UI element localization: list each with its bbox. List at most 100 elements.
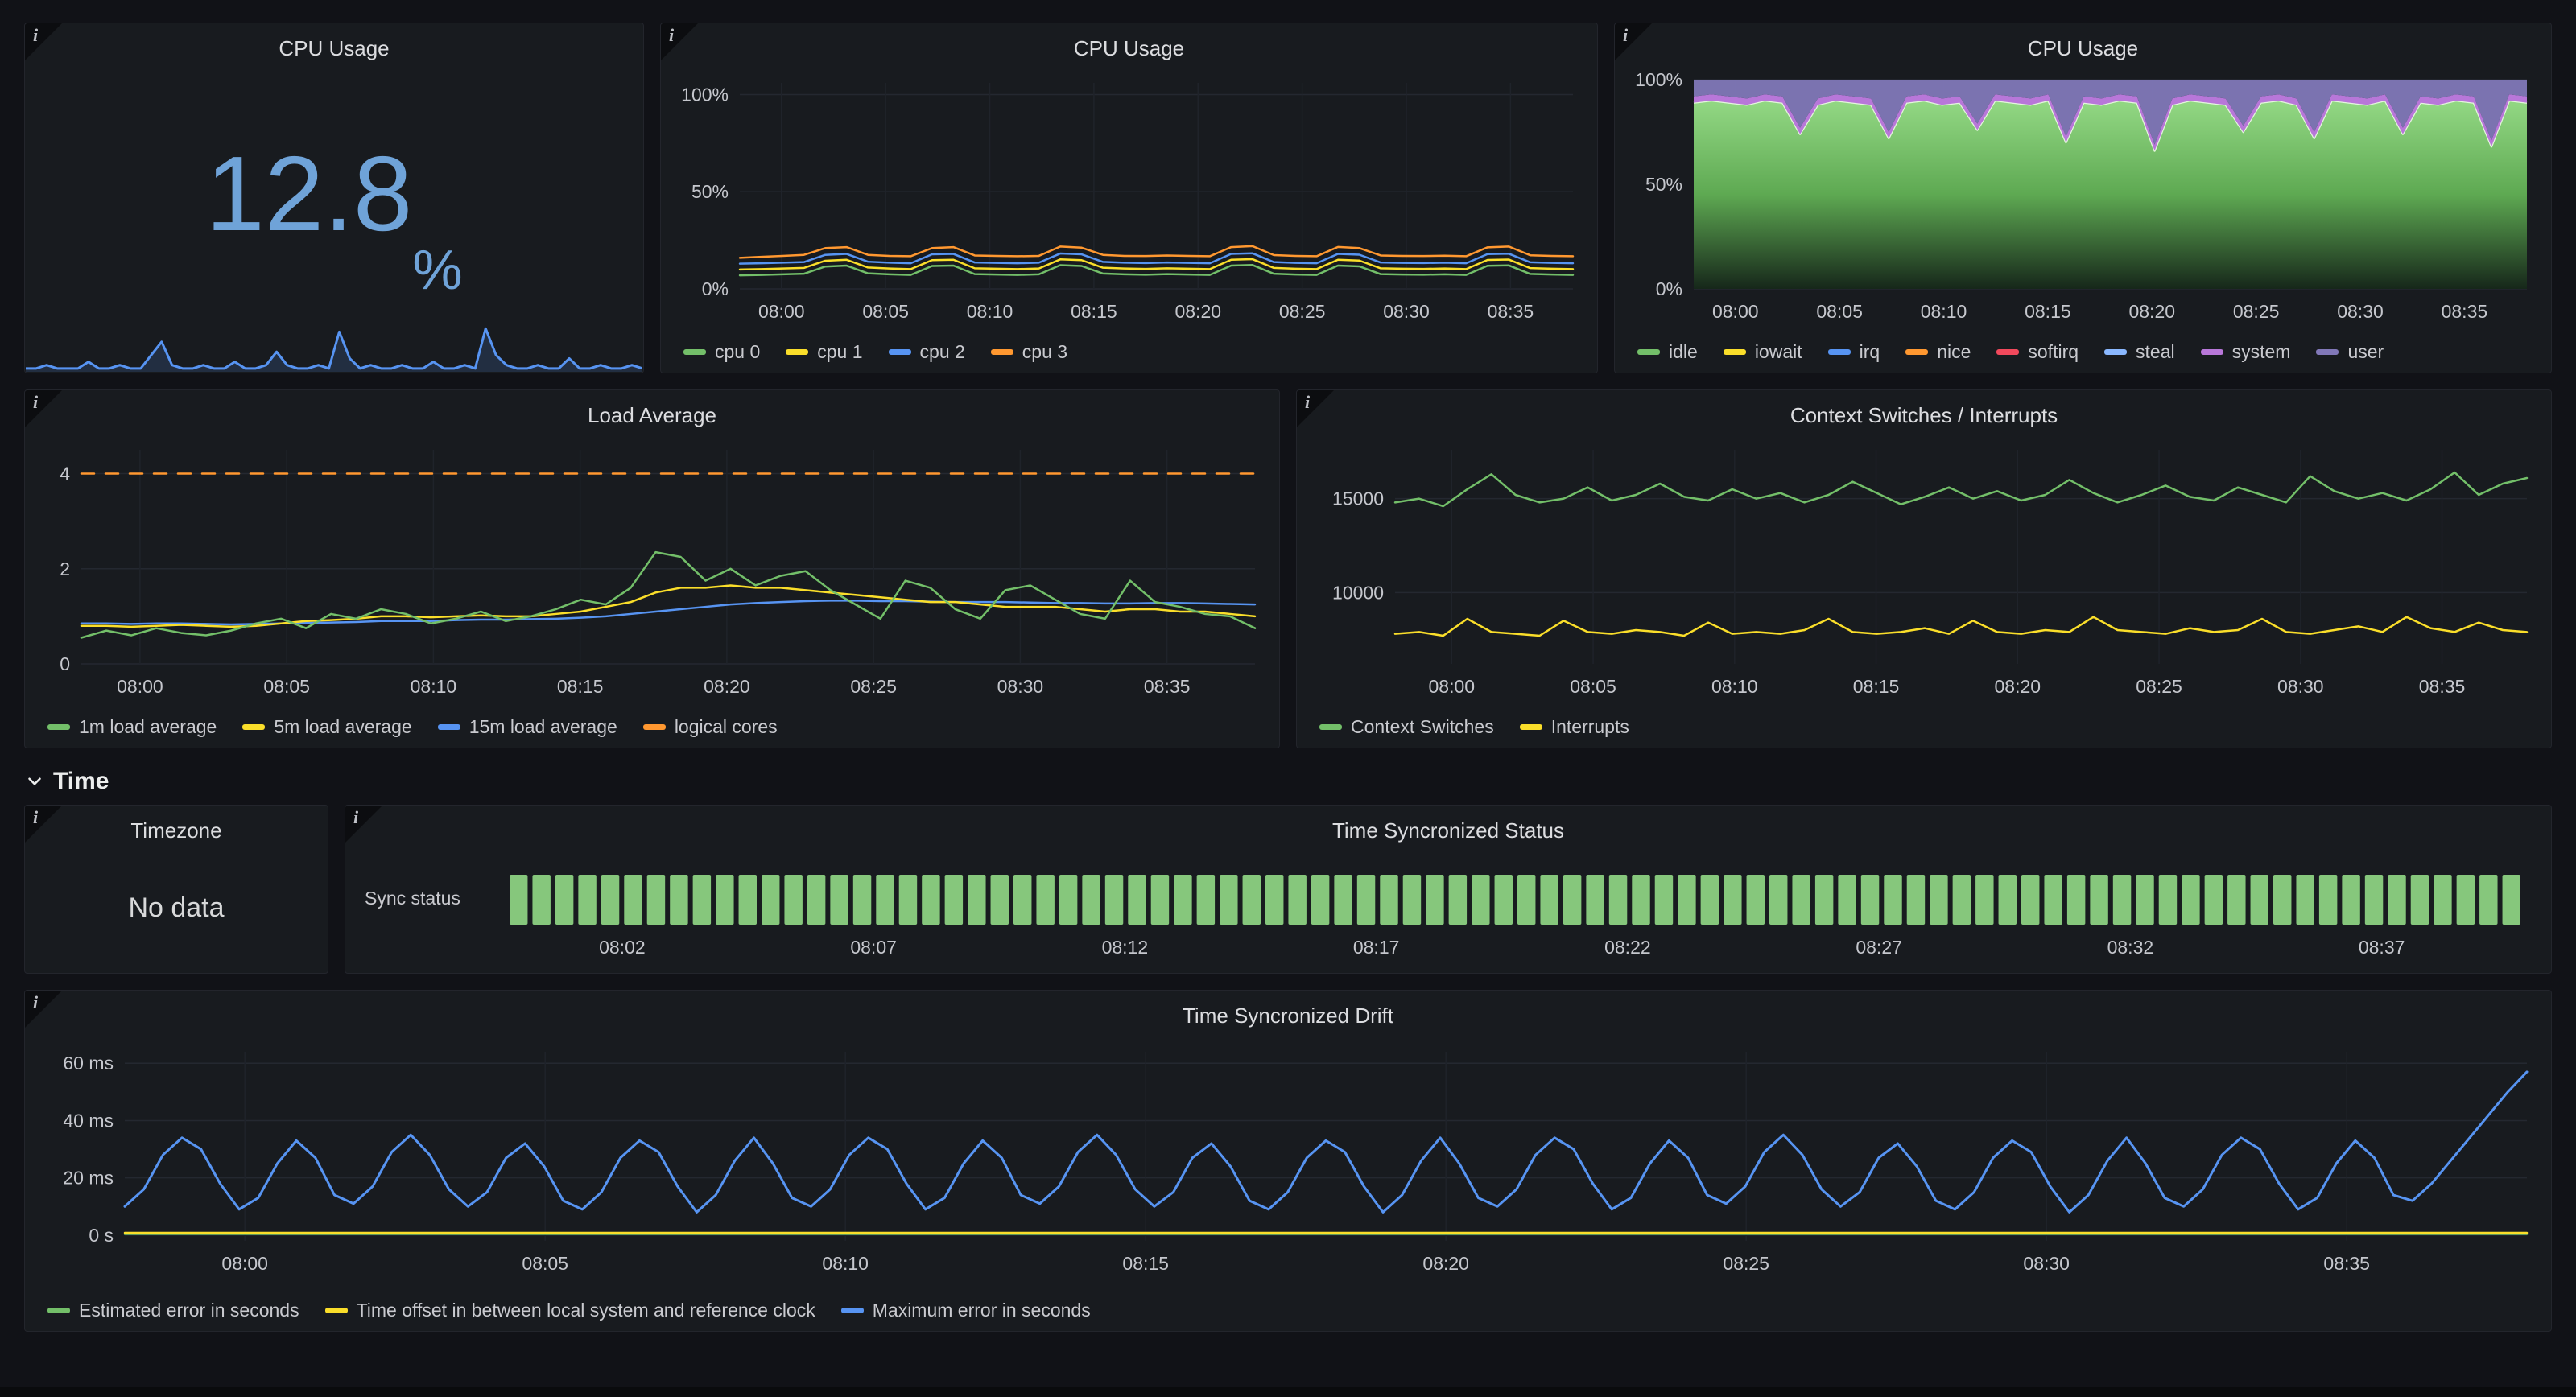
svg-text:08:25: 08:25 xyxy=(2233,301,2280,322)
svg-text:08:35: 08:35 xyxy=(1488,301,1534,322)
svg-text:100%: 100% xyxy=(681,84,729,105)
panel-title[interactable]: Timezone xyxy=(25,806,328,843)
svg-text:08:20: 08:20 xyxy=(2128,301,2175,322)
legend-label: softirq xyxy=(2028,341,2079,363)
svg-text:08:15: 08:15 xyxy=(2025,301,2071,322)
panel-title[interactable]: CPU Usage xyxy=(25,23,643,61)
panel-title[interactable]: Load Average xyxy=(25,390,1279,428)
svg-text:08:07: 08:07 xyxy=(850,937,897,958)
svg-text:08:10: 08:10 xyxy=(1711,676,1758,697)
legend-label: Maximum error in seconds xyxy=(873,1300,1091,1321)
svg-text:08:30: 08:30 xyxy=(1383,301,1430,322)
legend-swatch-icon xyxy=(1724,349,1746,355)
svg-text:2: 2 xyxy=(60,558,70,579)
panel-title[interactable]: CPU Usage xyxy=(661,23,1597,61)
svg-text:08:25: 08:25 xyxy=(1279,301,1326,322)
legend-swatch-icon xyxy=(643,724,666,730)
time-sync-drift-chart[interactable]: 0 s20 ms40 ms60 ms08:0008:0508:1008:1508… xyxy=(30,1037,2546,1281)
legend-swatch-icon xyxy=(2316,349,2339,355)
svg-text:08:25: 08:25 xyxy=(2136,676,2182,697)
legend-swatch-icon xyxy=(991,349,1013,355)
legend-item[interactable]: nice xyxy=(1905,341,1971,363)
legend-item[interactable]: system xyxy=(2201,341,2291,363)
legend-item[interactable]: Interrupts xyxy=(1520,716,1629,738)
svg-text:08:00: 08:00 xyxy=(221,1253,268,1274)
legend-item[interactable]: Time offset in between local system and … xyxy=(325,1300,815,1321)
legend-swatch-icon xyxy=(242,724,265,730)
legend-swatch-icon xyxy=(325,1308,348,1313)
svg-text:08:05: 08:05 xyxy=(522,1253,568,1274)
svg-text:08:20: 08:20 xyxy=(1422,1253,1469,1274)
context-switches-chart[interactable]: 100001500008:0008:0508:1008:1508:2008:25… xyxy=(1302,435,2546,703)
info-icon: i xyxy=(33,25,38,46)
cpu-usage-stacked-chart[interactable]: 0%50%100%08:0008:0508:1008:1508:2008:250… xyxy=(1620,68,2546,328)
svg-text:50%: 50% xyxy=(691,181,729,202)
dashboard-row-3: i Timezone No data i Time Syncronized St… xyxy=(24,805,2552,974)
svg-text:4: 4 xyxy=(60,464,70,484)
stat-unit: % xyxy=(412,237,462,302)
legend-label: idle xyxy=(1669,341,1698,363)
legend-item[interactable]: user xyxy=(2316,341,2384,363)
legend-label: Context Switches xyxy=(1351,716,1494,738)
load-average-chart[interactable]: 02408:0008:0508:1008:1508:2008:2508:3008… xyxy=(30,435,1274,703)
svg-text:08:25: 08:25 xyxy=(1723,1253,1769,1274)
legend-item[interactable]: softirq xyxy=(1996,341,2079,363)
legend-swatch-icon xyxy=(2104,349,2127,355)
svg-text:08:15: 08:15 xyxy=(1122,1253,1169,1274)
legend-item[interactable]: cpu 0 xyxy=(683,341,760,363)
legend-label: cpu 2 xyxy=(920,341,965,363)
legend-item[interactable]: cpu 1 xyxy=(786,341,862,363)
svg-text:08:30: 08:30 xyxy=(2337,301,2384,322)
sync-status-timeline[interactable]: 08:0208:0708:1208:1708:2208:2708:3208:37 xyxy=(503,867,2537,965)
svg-text:100%: 100% xyxy=(1635,69,1682,90)
info-icon: i xyxy=(33,807,38,828)
info-icon: i xyxy=(33,992,38,1013)
svg-text:08:10: 08:10 xyxy=(1921,301,1967,322)
legend-item[interactable]: cpu 2 xyxy=(889,341,965,363)
sync-status-label: Sync status xyxy=(365,867,503,968)
section-time[interactable]: Time xyxy=(24,768,2552,795)
svg-text:08:20: 08:20 xyxy=(1995,676,2041,697)
svg-text:40 ms: 40 ms xyxy=(63,1110,114,1131)
svg-text:08:10: 08:10 xyxy=(411,676,457,697)
legend-item[interactable]: 1m load average xyxy=(47,716,217,738)
panel-title[interactable]: Time Syncronized Status xyxy=(345,806,2551,843)
legend-swatch-icon xyxy=(2201,349,2223,355)
svg-text:08:02: 08:02 xyxy=(599,937,646,958)
cpu-usage-line-chart[interactable]: 0%50%100%08:0008:0508:1008:1508:2008:250… xyxy=(666,68,1592,328)
legend-item[interactable]: iowait xyxy=(1724,341,1802,363)
legend-swatch-icon xyxy=(47,724,70,730)
panel-title[interactable]: Context Switches / Interrupts xyxy=(1297,390,2551,428)
legend-item[interactable]: 5m load average xyxy=(242,716,411,738)
bottom-strip xyxy=(0,1387,2576,1397)
svg-text:08:22: 08:22 xyxy=(1604,937,1651,958)
legend-swatch-icon xyxy=(889,349,911,355)
dashboard-row-1: i CPU Usage 12.8 % i CPU Usage 0%50%100%… xyxy=(24,23,2552,373)
svg-text:08:35: 08:35 xyxy=(2419,676,2466,697)
legend-swatch-icon xyxy=(683,349,706,355)
legend-item[interactable]: steal xyxy=(2104,341,2175,363)
svg-text:08:32: 08:32 xyxy=(2107,937,2154,958)
panel-title[interactable]: Time Syncronized Drift xyxy=(25,991,2551,1028)
legend-item[interactable]: logical cores xyxy=(643,716,778,738)
panel-title[interactable]: CPU Usage xyxy=(1615,23,2551,61)
legend-item[interactable]: Maximum error in seconds xyxy=(841,1300,1091,1321)
legend-label: Interrupts xyxy=(1551,716,1629,738)
svg-text:08:15: 08:15 xyxy=(1071,301,1117,322)
panel-timezone: i Timezone No data xyxy=(24,805,328,974)
legend-item[interactable]: Context Switches xyxy=(1319,716,1494,738)
svg-text:08:15: 08:15 xyxy=(1853,676,1900,697)
info-icon: i xyxy=(33,392,38,413)
svg-text:08:00: 08:00 xyxy=(1429,676,1476,697)
legend-item[interactable]: irq xyxy=(1828,341,1880,363)
cpu-usage-stacked-legend: idle iowait irq nice softirq steal system user xyxy=(1637,341,2538,363)
legend-item[interactable]: Estimated error in seconds xyxy=(47,1300,299,1321)
svg-text:08:35: 08:35 xyxy=(2323,1253,2370,1274)
legend-item[interactable]: 15m load average xyxy=(438,716,617,738)
svg-text:0%: 0% xyxy=(1656,278,1682,299)
svg-text:08:30: 08:30 xyxy=(2277,676,2324,697)
legend-item[interactable]: idle xyxy=(1637,341,1698,363)
legend-item[interactable]: cpu 3 xyxy=(991,341,1067,363)
legend-swatch-icon xyxy=(1905,349,1928,355)
cpu-stat-sparkline[interactable] xyxy=(26,314,642,372)
